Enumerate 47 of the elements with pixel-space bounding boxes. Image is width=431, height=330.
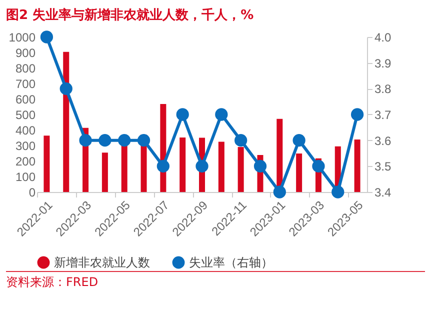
y2-tick-label: 3.8 (374, 82, 392, 96)
text: 资料来源：FRED (6, 271, 425, 291)
bar (180, 137, 186, 192)
point (60, 82, 72, 95)
legend-label: 新增非农就业人数 (54, 256, 150, 270)
point (234, 134, 248, 147)
point (292, 134, 306, 147)
y2-tick-label: 3.9 (374, 56, 392, 70)
y-tick-label: 100 (15, 170, 36, 184)
chart-title: 图2 失业率与新增非农就业人数，千人，% (5, 6, 255, 25)
point (273, 186, 286, 198)
y2-tick-label: 3.7 (374, 108, 392, 122)
bar (296, 154, 302, 192)
y2-tick-label: 4.0 (374, 30, 392, 44)
legend-label: 失业率（右轴） (189, 256, 273, 270)
y-tick-label: 800 (15, 62, 36, 76)
bar (44, 136, 50, 192)
bar (238, 147, 244, 192)
y-tick-label: 500 (15, 108, 36, 122)
point (196, 160, 208, 172)
y2-tick-label: 3.4 (374, 186, 392, 200)
point (215, 108, 228, 121)
bar (218, 142, 224, 192)
point (332, 186, 344, 198)
point (40, 30, 54, 44)
y-tick-label: 600 (15, 92, 36, 106)
y-tick-label: 400 (15, 124, 36, 138)
y-tick-label: 900 (15, 46, 36, 60)
y-tick-label: 200 (15, 154, 36, 168)
point (254, 160, 267, 172)
point (312, 160, 325, 172)
y-tick-label: 700 (15, 77, 36, 91)
point (118, 134, 131, 147)
y2-tick-label: 3.6 (374, 134, 392, 148)
point (176, 108, 189, 121)
bar (63, 52, 70, 192)
y-tick-label: 300 (15, 139, 36, 153)
bar (354, 139, 360, 192)
y-tick-label: 0 (28, 186, 36, 200)
point (350, 108, 364, 121)
bar (102, 152, 108, 192)
point (137, 134, 150, 147)
point (98, 134, 112, 147)
y2-tick-label: 3.5 (374, 160, 392, 174)
point (79, 134, 92, 147)
y-tick-label: 1000 (8, 30, 36, 44)
point (156, 160, 170, 172)
